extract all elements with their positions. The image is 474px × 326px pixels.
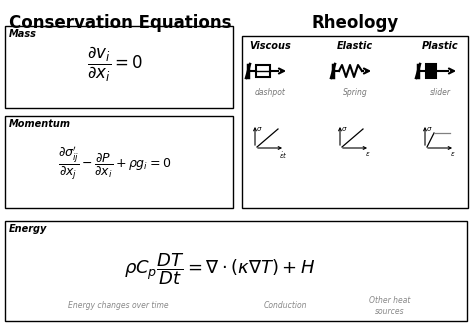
Text: Elastic: Elastic: [337, 41, 373, 51]
FancyBboxPatch shape: [5, 221, 467, 321]
Text: $\rho C_p \dfrac{DT}{Dt} = \nabla \cdot (\kappa \nabla T) + H$: $\rho C_p \dfrac{DT}{Dt} = \nabla \cdot …: [124, 251, 316, 287]
Text: $\dot{\varepsilon}t$: $\dot{\varepsilon}t$: [279, 150, 287, 161]
Text: $\sigma$: $\sigma$: [426, 125, 433, 133]
FancyBboxPatch shape: [242, 36, 468, 208]
Text: Momentum: Momentum: [9, 119, 71, 129]
Text: Other heat
sources: Other heat sources: [369, 296, 410, 316]
Text: $\dfrac{\partial \sigma^{\prime}_{ij}}{\partial x_j} - \dfrac{\partial P}{\parti: $\dfrac{\partial \sigma^{\prime}_{ij}}{\…: [58, 144, 172, 182]
Bar: [426, 64, 436, 78]
Text: slider: slider: [429, 88, 450, 97]
FancyBboxPatch shape: [5, 116, 233, 208]
Text: $\varepsilon$: $\varepsilon$: [365, 150, 371, 158]
Text: Conduction: Conduction: [263, 302, 307, 310]
Text: Rheology: Rheology: [311, 14, 399, 32]
Text: Energy: Energy: [9, 224, 47, 234]
Text: Energy changes over time: Energy changes over time: [68, 302, 168, 310]
Text: $\dfrac{\partial v_i}{\partial x_i} = 0$: $\dfrac{\partial v_i}{\partial x_i} = 0$: [87, 44, 143, 83]
Text: Mass: Mass: [9, 29, 37, 39]
Text: $\sigma$: $\sigma$: [256, 125, 263, 133]
FancyBboxPatch shape: [5, 26, 233, 108]
Text: dashpot: dashpot: [255, 88, 285, 97]
Bar: [256, 65, 270, 77]
Text: $\sigma$: $\sigma$: [341, 125, 347, 133]
Text: Viscous: Viscous: [249, 41, 291, 51]
Text: $\varepsilon$: $\varepsilon$: [450, 150, 456, 158]
Text: Spring: Spring: [343, 88, 367, 97]
Text: Conservation Equations: Conservation Equations: [9, 14, 231, 32]
Text: Plastic: Plastic: [422, 41, 458, 51]
